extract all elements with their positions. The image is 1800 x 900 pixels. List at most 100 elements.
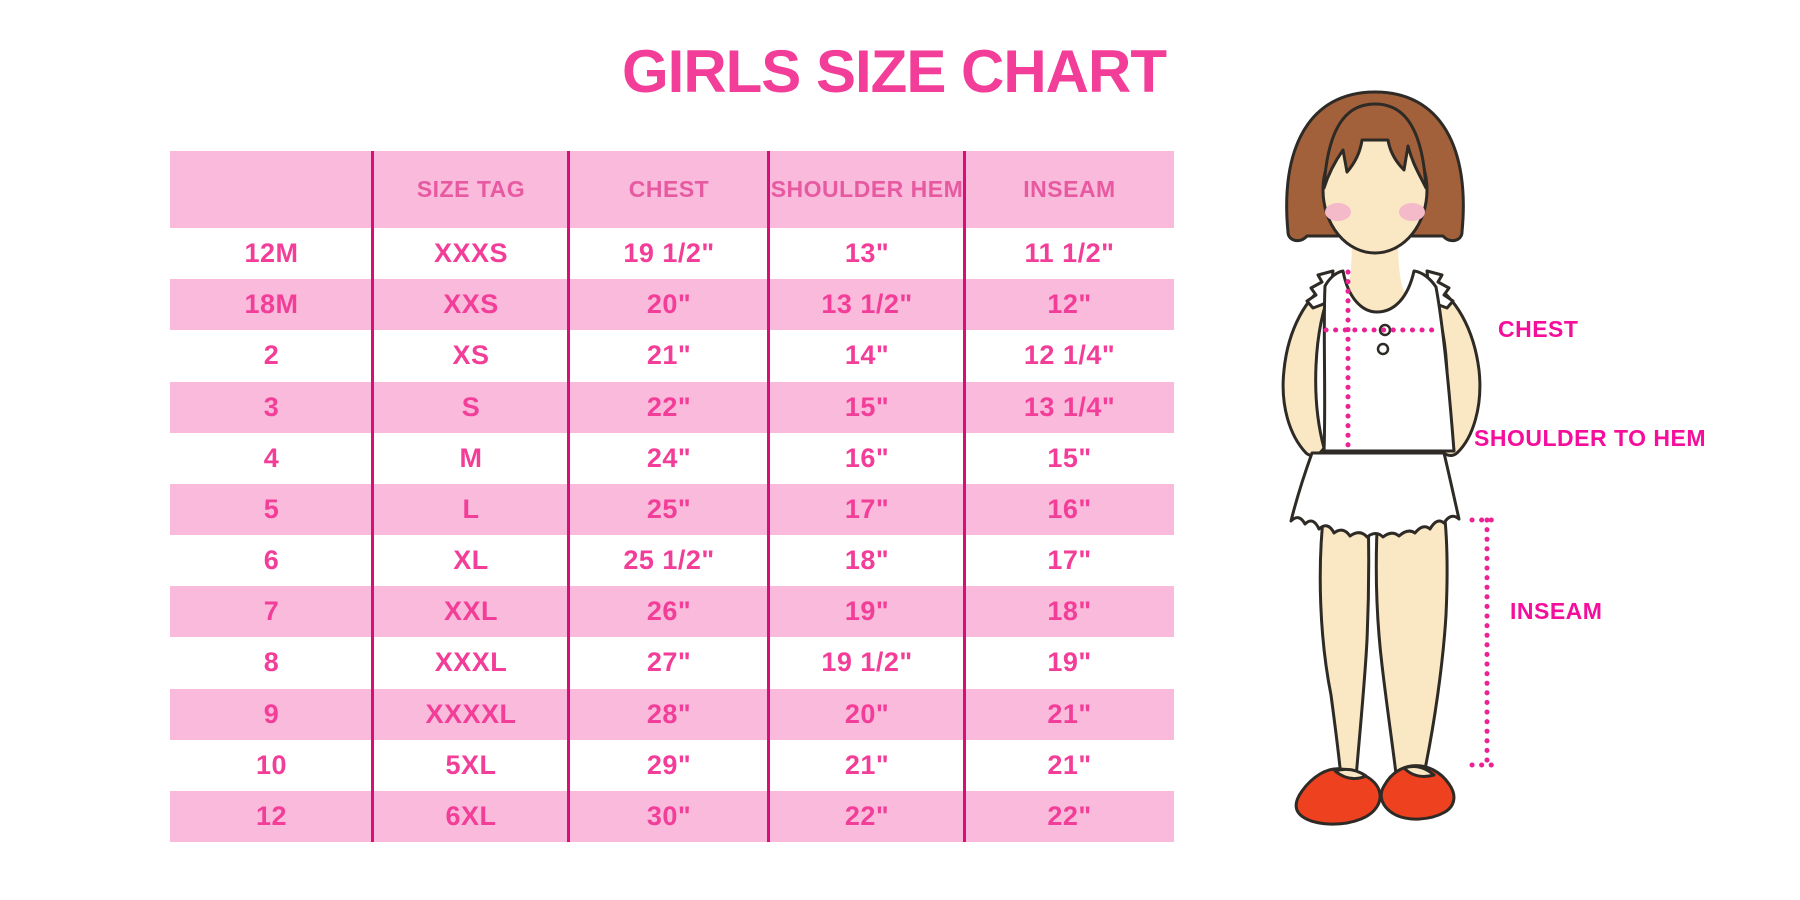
cell-shoulder-hem: 13 1/2": [821, 289, 913, 320]
cell-size-tag: 6XL: [445, 800, 497, 831]
cell-shoulder-hem: 19 1/2": [821, 647, 913, 678]
cell-chest: 25": [646, 493, 692, 524]
column-header-inseam: INSEAM: [1023, 176, 1116, 202]
cell-size-tag: L: [462, 493, 480, 524]
column-divider: [567, 151, 570, 842]
cell-size: 2: [263, 340, 280, 371]
girl-illustration: [1281, 90, 1502, 826]
table-row: 18M XXS 20" 13 1/2" 12": [170, 279, 1174, 331]
girl-right-shoe: [1379, 764, 1456, 821]
column-header-shoulder-hem: SHOULDER HEM: [770, 176, 964, 202]
page-title: GIRLS SIZE CHART: [621, 38, 1167, 105]
cell-size-tag: XL: [453, 545, 489, 576]
cell-chest: 24": [646, 442, 692, 473]
right-blush: [1399, 203, 1425, 221]
table-row: 9 XXXXL 28" 20" 21": [170, 688, 1174, 740]
right-shoe-strap: [1402, 765, 1436, 778]
cell-size-tag: XXXS: [433, 238, 509, 269]
girl-right-leg: [1374, 508, 1449, 776]
cell-size: 6: [263, 545, 280, 576]
cell-size: 10: [255, 749, 288, 780]
left-blush: [1325, 203, 1351, 221]
cell-inseam: 21": [1047, 749, 1092, 780]
cell-inseam: 19": [1047, 647, 1092, 678]
shirt-button: [1376, 342, 1390, 356]
cell-inseam: 11 1/2": [1024, 238, 1115, 269]
cell-inseam: 12": [1047, 289, 1092, 320]
cell-size: 12M: [244, 238, 299, 269]
cell-inseam: 22": [1047, 800, 1092, 831]
column-divider: [767, 151, 770, 842]
cell-shoulder-hem: 14": [844, 340, 890, 371]
cell-inseam: 18": [1047, 596, 1092, 627]
table-row: 12 6XL 30" 22" 22": [170, 790, 1174, 843]
size-table: SIZE TAG CHEST SHOULDER HEM INSEAM 12M XXXS 1…: [170, 151, 1174, 843]
table-row: 2 XS 21" 14" 12 1/4": [170, 330, 1174, 382]
column-header-size-tag: SIZE TAG: [416, 176, 526, 202]
cell-size: 18M: [244, 289, 299, 320]
girl-bangs: [1322, 102, 1428, 190]
cell-shoulder-hem: 20": [844, 698, 890, 729]
column-divider: [371, 151, 374, 842]
table-row: 6 XL 25 1/2" 18" 17": [170, 535, 1174, 587]
cell-inseam: 15": [1047, 442, 1092, 473]
girl-skirt: [1289, 451, 1461, 539]
cell-shoulder-hem: 17": [844, 493, 890, 524]
column-divider: [963, 151, 966, 842]
cell-size-tag: S: [461, 391, 481, 422]
table-row: 4 M 24" 16" 15": [170, 432, 1174, 484]
table-header-row: SIZE TAG CHEST SHOULDER HEM INSEAM: [170, 151, 1174, 228]
girl-shirt: [1322, 269, 1456, 453]
cell-inseam: 16": [1047, 493, 1092, 524]
cell-inseam: 12 1/4": [1023, 340, 1116, 371]
cell-size-tag: XXXXL: [425, 698, 517, 729]
girl-left-shoe: [1294, 767, 1382, 826]
cell-size: 7: [263, 596, 280, 627]
cell-chest: 27": [646, 647, 692, 678]
cell-size: 4: [263, 442, 280, 473]
cell-size: 9: [263, 698, 280, 729]
cell-size-tag: M: [459, 442, 483, 473]
girl-left-leg: [1318, 508, 1371, 780]
cell-chest: 22": [646, 391, 692, 422]
cell-shoulder-hem: 18": [844, 545, 890, 576]
cell-chest: 30": [646, 800, 692, 831]
cell-size: 8: [263, 647, 280, 678]
table-row: 8 XXXL 27" 19 1/2" 19": [170, 637, 1174, 689]
cell-size-tag: XXXL: [434, 647, 508, 678]
shoulder-to-hem-label: SHOULDER TO HEM: [1474, 425, 1706, 451]
cell-shoulder-hem: 15": [844, 391, 890, 422]
table-body: 12M XXXS 19 1/2" 13" 11 1/2" 18M XXS 20" 13 1/2"…: [170, 228, 1174, 843]
cell-chest: 21": [646, 340, 692, 371]
girl-neck: [1340, 232, 1414, 313]
cell-inseam: 13 1/4": [1023, 391, 1116, 422]
table-row: 12M XXXS 19 1/2" 13" 11 1/2": [170, 228, 1174, 280]
table-row: 7 XXL 26" 19" 18": [170, 586, 1174, 638]
cell-size-tag: XS: [452, 340, 490, 371]
table-row: 3 S 22" 15" 13 1/4": [170, 381, 1174, 433]
table-row: 5 L 25" 17" 16": [170, 483, 1174, 536]
cell-chest: 26": [646, 596, 692, 627]
girl-left-arm: [1281, 281, 1334, 457]
cell-shoulder-hem: 21": [844, 749, 890, 780]
cell-chest: 29": [646, 749, 692, 780]
cell-chest: 19 1/2": [623, 238, 715, 269]
cell-shoulder-hem: 19": [844, 596, 890, 627]
cell-size-tag: 5XL: [445, 749, 497, 780]
cell-chest: 25 1/2": [623, 545, 715, 576]
cell-chest: 28": [646, 698, 692, 729]
cell-size-tag: XXS: [443, 289, 499, 320]
cell-chest: 20": [646, 289, 692, 320]
cell-size: 5: [263, 493, 280, 524]
left-shoe-strap: [1333, 767, 1368, 781]
cell-size: 12: [255, 800, 288, 831]
chest-label: CHEST: [1498, 316, 1579, 342]
cell-shoulder-hem: 16": [844, 442, 890, 473]
column-header-chest: CHEST: [628, 176, 710, 202]
cell-inseam: 21": [1047, 698, 1092, 729]
cell-shoulder-hem: 22": [844, 800, 890, 831]
cell-size: 3: [263, 391, 280, 422]
cell-shoulder-hem: 13": [844, 238, 890, 269]
inseam-label: INSEAM: [1510, 598, 1603, 624]
